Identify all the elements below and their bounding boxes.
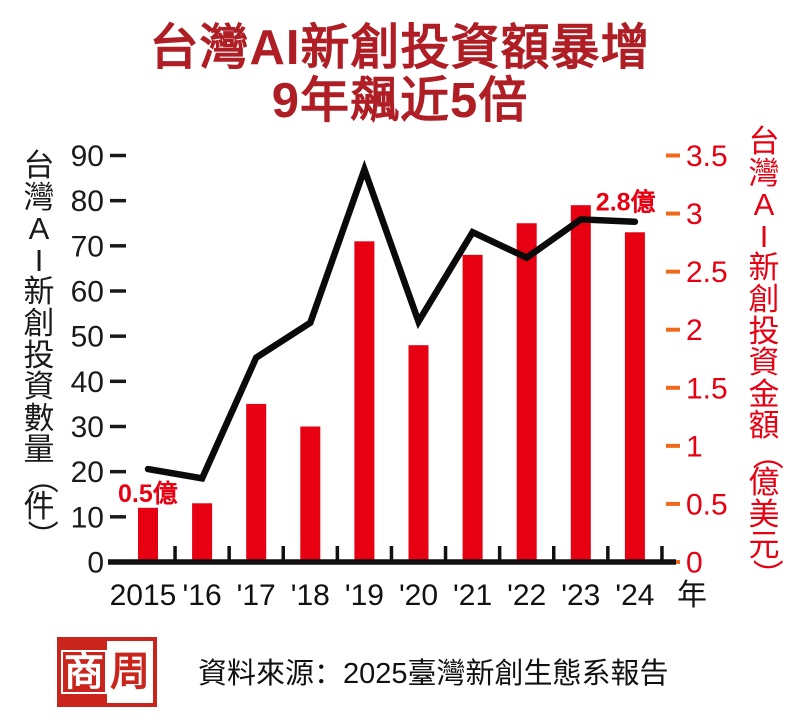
axis-title-char: 投 <box>748 313 780 349</box>
axis-title-char: 件 <box>23 488 55 524</box>
bar-19 <box>354 241 375 565</box>
x-tick-label: '23 <box>561 579 600 612</box>
chart-title-line-1: 台灣AI新創投資額暴增 <box>149 21 651 75</box>
axis-title-char: 灣 <box>23 179 55 215</box>
axis-title-char: 新 <box>23 274 55 310</box>
axis-title-char: 新 <box>748 250 780 286</box>
axis-title-char: 額 <box>748 408 780 444</box>
axis-title-char: 資 <box>748 345 780 381</box>
axis-title-char: I <box>34 242 44 278</box>
bar-20 <box>408 345 429 564</box>
left-tick-label: 0 <box>87 547 104 580</box>
logo-right-cell: 周 <box>107 641 153 703</box>
axis-title-char: 金 <box>748 376 780 412</box>
axis-title-char: 灣 <box>748 155 780 191</box>
left-tick-label: 70 <box>71 230 104 263</box>
left-tick-label: 30 <box>71 411 104 444</box>
axis-title-char: 資 <box>23 369 55 405</box>
axis-title-char: 元 <box>748 528 780 564</box>
source-text: 資料來源：2025臺灣新創生態系報告 <box>198 658 669 690</box>
bar-23 <box>570 205 591 564</box>
left-tick-label: 50 <box>71 321 104 354</box>
right-tick-label: 2 <box>686 314 703 347</box>
right-tick-label: 1.5 <box>686 372 728 405</box>
right-tick-label: 1 <box>686 430 703 463</box>
bar-18 <box>300 426 321 564</box>
annotation-start: 0.5億 <box>118 479 178 508</box>
logo-left-char: 商 <box>61 650 107 694</box>
left-tick-label: 80 <box>71 185 104 218</box>
x-tick-label: '19 <box>345 579 384 612</box>
bar-16 <box>192 503 213 564</box>
x-tick-label: 2015 <box>110 579 177 612</box>
logo-left-cell: 商 <box>61 641 107 703</box>
axis-title-char: 台 <box>23 148 55 183</box>
x-tick-label: '21 <box>453 579 492 612</box>
axis-title-char: 創 <box>23 306 55 342</box>
trend-line <box>144 159 639 483</box>
x-tick-label: '16 <box>183 579 222 612</box>
left-tick-label: 20 <box>71 456 104 489</box>
x-tick-label: '24 <box>615 579 654 612</box>
axis-title-char: 美 <box>748 496 780 532</box>
chart-title: 台灣AI新創投資額暴增 9年飆近5倍 <box>0 22 800 128</box>
right-axis-title: 台灣 A I 新創投資金額（億美元） <box>744 124 784 590</box>
right-tick-label: 0 <box>686 547 703 580</box>
left-tick-label: 60 <box>71 276 104 309</box>
axis-title-char: 億 <box>748 464 780 500</box>
bar-17 <box>246 403 267 564</box>
publisher-logo: 商 周 <box>57 637 157 707</box>
left-axis-title: 台灣 A I 新創投資數量（件） <box>20 148 58 551</box>
left-tick-label: 90 <box>71 140 104 173</box>
axis-title-char: 量 <box>23 432 55 468</box>
axis-title-char: A <box>753 187 775 223</box>
axis-title-char: 數 <box>23 400 55 436</box>
right-tick-label: 3 <box>686 198 703 231</box>
annotation-end: 2.8億 <box>596 187 656 216</box>
x-tick-label: '22 <box>507 579 546 612</box>
axis-title-char: 創 <box>748 282 780 318</box>
left-tick-label: 40 <box>71 366 104 399</box>
axis-title-char: I <box>759 218 769 254</box>
bar-21 <box>462 254 483 564</box>
bar-2015 <box>138 507 158 564</box>
axis-title-char: 投 <box>23 337 55 373</box>
right-tick-label: 2.5 <box>686 256 728 289</box>
axis-title-char: 台 <box>748 124 780 159</box>
left-tick-label: 10 <box>71 501 104 534</box>
right-tick-label: 0.5 <box>686 488 728 521</box>
right-tick-label: 3.5 <box>686 140 728 173</box>
bar-22 <box>516 223 537 564</box>
chart-title-line-2: 9年飆近5倍 <box>271 73 529 128</box>
x-tick-label: '17 <box>237 579 276 612</box>
bar-24 <box>624 232 645 565</box>
x-tick-label: '18 <box>291 579 330 612</box>
x-axis-suffix: 年 <box>677 579 707 612</box>
axis-title-char: A <box>28 211 50 247</box>
logo-right-char: 周 <box>110 650 150 694</box>
x-tick-label: '20 <box>399 579 438 612</box>
